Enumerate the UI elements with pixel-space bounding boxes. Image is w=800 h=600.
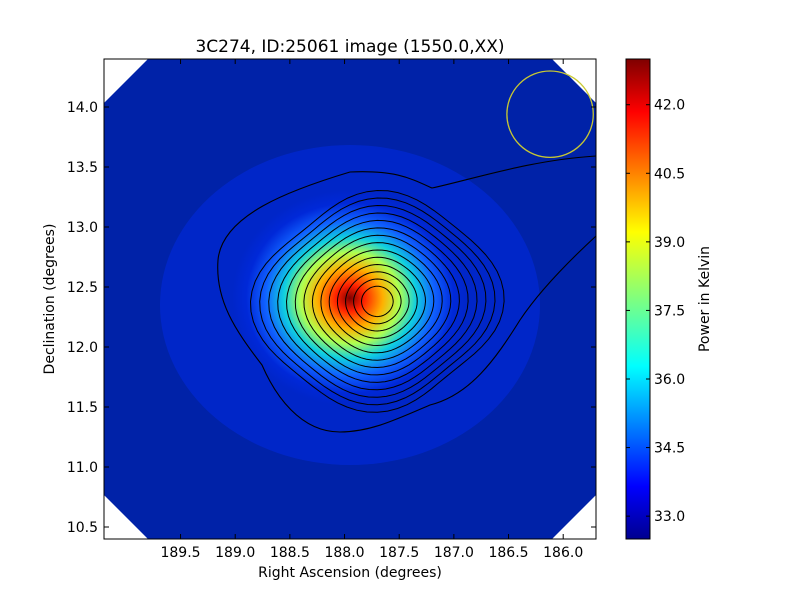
colorbar <box>625 58 651 540</box>
x-tick-label: 189.5 <box>160 545 200 561</box>
contour-line <box>320 249 435 354</box>
x-tick-label: 189.0 <box>215 545 255 561</box>
y-tick-label: 10.5 <box>67 520 98 536</box>
contour-lines <box>249 189 505 413</box>
y-tick-label: 11.0 <box>67 460 98 476</box>
outer-contour-west <box>217 155 596 433</box>
colorbar-tick-label: 39.0 <box>654 235 685 251</box>
colorbar-label: Power in Kelvin <box>697 246 713 352</box>
contour-line <box>353 278 402 325</box>
x-tick-label: 188.5 <box>270 545 310 561</box>
y-axis-ticks: 10.5 11.0 11.5 12.0 12.5 13.0 13.5 14.0 <box>67 100 596 536</box>
contour-line <box>303 234 452 369</box>
x-tick-label: 187.5 <box>379 545 419 561</box>
x-tick-label: 187.0 <box>434 545 474 561</box>
colorbar-tick-label: 40.5 <box>654 166 685 182</box>
y-tick-label: 13.0 <box>67 220 98 236</box>
y-tick-label: 12.0 <box>67 340 98 356</box>
y-tick-label: 14.0 <box>67 100 98 116</box>
x-tick-label: 186.5 <box>488 545 528 561</box>
x-axis-label: Right Ascension (degrees) <box>258 565 442 581</box>
contour-line <box>249 189 505 413</box>
contour-line <box>360 285 394 318</box>
contour-line <box>268 204 487 398</box>
colorbar-tick-label: 34.5 <box>654 441 685 457</box>
contour-line <box>345 271 410 332</box>
y-tick-label: 12.5 <box>67 280 98 296</box>
x-axis-ticks: 189.5 189.0 188.5 188.0 187.5 187.0 186.5 186.0 <box>160 59 583 561</box>
contour-line <box>259 197 496 406</box>
contour-line <box>294 227 460 376</box>
contour-line <box>277 212 478 391</box>
contour-line <box>311 242 443 361</box>
contour-line <box>328 256 427 347</box>
plot-frame <box>103 58 597 540</box>
contour-line <box>285 219 469 383</box>
y-axis-label: Declination (degrees) <box>42 224 58 375</box>
colorbar-ticks: 33.0 34.5 36.0 37.5 39.0 40.5 42.0 <box>626 98 685 525</box>
colorbar-tick-label: 37.5 <box>654 303 685 319</box>
y-tick-label: 13.5 <box>67 160 98 176</box>
x-tick-label: 188.0 <box>324 545 364 561</box>
colorbar-tick-label: 36.0 <box>654 372 685 388</box>
beam-circle <box>506 70 594 159</box>
colorbar-tick-label: 42.0 <box>654 98 685 114</box>
x-tick-label: 186.0 <box>543 545 583 561</box>
chart-title: 3C274, ID:25061 image (1550.0,XX) <box>195 37 504 57</box>
y-tick-label: 11.5 <box>67 400 98 416</box>
source-emission <box>232 190 468 406</box>
colorbar-tick-label: 33.0 <box>654 509 685 525</box>
contour-line <box>336 263 418 339</box>
plot-area <box>104 59 596 539</box>
